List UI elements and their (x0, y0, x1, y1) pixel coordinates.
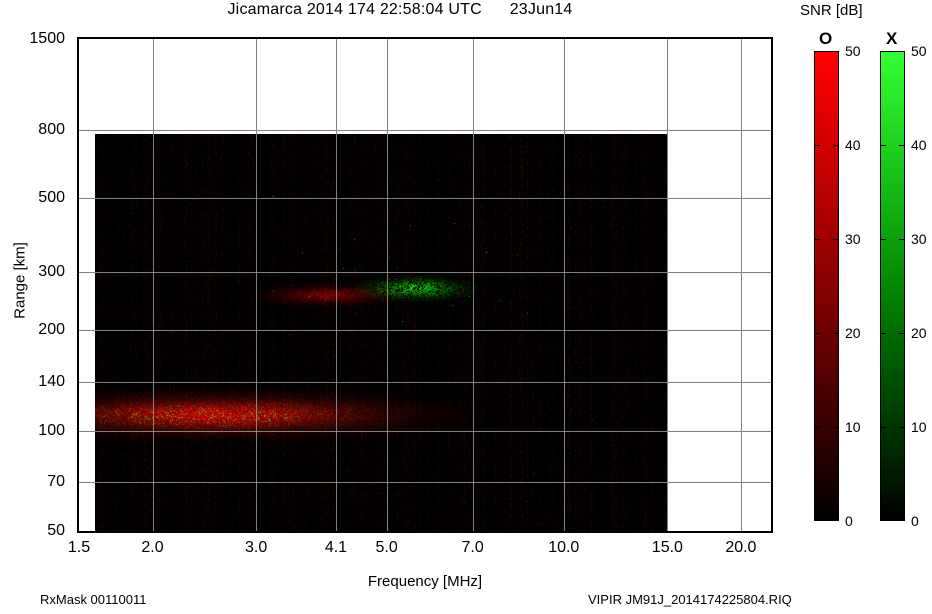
ionogram-raster (95, 134, 667, 531)
gridline-vertical-over (387, 39, 388, 531)
x-tick-label: 4.1 (324, 539, 348, 556)
colorbar-title: SNR [dB] (800, 2, 863, 19)
x-tick-label: 10.0 (548, 539, 580, 556)
colorbar-tick-label: 20 (911, 325, 927, 341)
gridline-horizontal-over (79, 130, 771, 131)
gridline-horizontal-over (79, 198, 771, 199)
y-tick-label: 800 (38, 120, 65, 138)
gridline-vertical-over (564, 39, 565, 531)
y-tick-label: 140 (38, 373, 65, 391)
y-tick-label: 100 (38, 421, 65, 439)
gridline-vertical-over (741, 39, 742, 531)
colorbar-tick-label: 30 (911, 231, 927, 247)
gridline-vertical-over (473, 39, 474, 531)
x-tick-label: 5.0 (375, 539, 398, 556)
gridline-horizontal-over (79, 272, 771, 273)
colorbar-o[interactable] (814, 51, 839, 521)
colorbar-tick-label: 0 (911, 513, 919, 529)
y-tick-label: 50 (47, 522, 65, 539)
page-title: Jicamarca 2014 174 22:58:04 UTC 23Jun14 (227, 1, 573, 18)
colorbar-tick-label: 50 (845, 43, 861, 59)
x-tick-label: 3.0 (244, 539, 268, 556)
y-tick-label: 70 (47, 473, 65, 491)
gridline-horizontal-over (79, 330, 771, 331)
colorbar-tick-label: 30 (845, 231, 861, 247)
colorbar-o-header: O (819, 29, 833, 48)
gridline-vertical-over (256, 39, 257, 531)
gridline-horizontal-over (79, 431, 771, 432)
x-axis-title: Frequency [MHz] (367, 573, 483, 590)
ionogram-plot[interactable] (77, 37, 773, 533)
gridline-vertical-over (336, 39, 337, 531)
colorbar-tick-label: 50 (911, 43, 927, 59)
x-tick-label: 7.0 (461, 539, 484, 556)
x-tick-label: 15.0 (651, 539, 683, 556)
colorbar-tick-label: 40 (911, 137, 927, 153)
x-tick-label: 20.0 (725, 539, 757, 556)
colorbar-x-header: X (886, 29, 898, 48)
x-tick-label: 2.0 (141, 539, 164, 556)
gridline-horizontal-over (79, 482, 771, 483)
y-tick-label: 1500 (29, 30, 65, 47)
colorbar-tick-label: 40 (845, 137, 861, 153)
gridline-vertical-over (153, 39, 154, 531)
gridline-vertical-over (667, 39, 668, 531)
file-footer: VIPIR JM91J_2014174225804.RIQ (588, 592, 792, 607)
ionogram-canvas (95, 134, 667, 531)
colorbar-tick-label: 20 (845, 325, 861, 341)
y-axis-tick-labels: 1500 800 500 300 200 140 100 70 50 (0, 31, 77, 539)
gridline-horizontal-over (79, 382, 771, 383)
colorbar-tick-label: 0 (845, 513, 853, 529)
colorbar-tick-label: 10 (845, 419, 861, 435)
colorbar-x[interactable] (880, 51, 905, 521)
colorbar-tick-label: 10 (911, 419, 927, 435)
y-tick-label: 500 (38, 188, 65, 206)
y-tick-label: 300 (38, 262, 65, 280)
x-tick-label: 1.5 (67, 539, 91, 556)
y-tick-label: 200 (38, 321, 65, 339)
rxmask-footer: RxMask 00110011 (40, 592, 147, 607)
